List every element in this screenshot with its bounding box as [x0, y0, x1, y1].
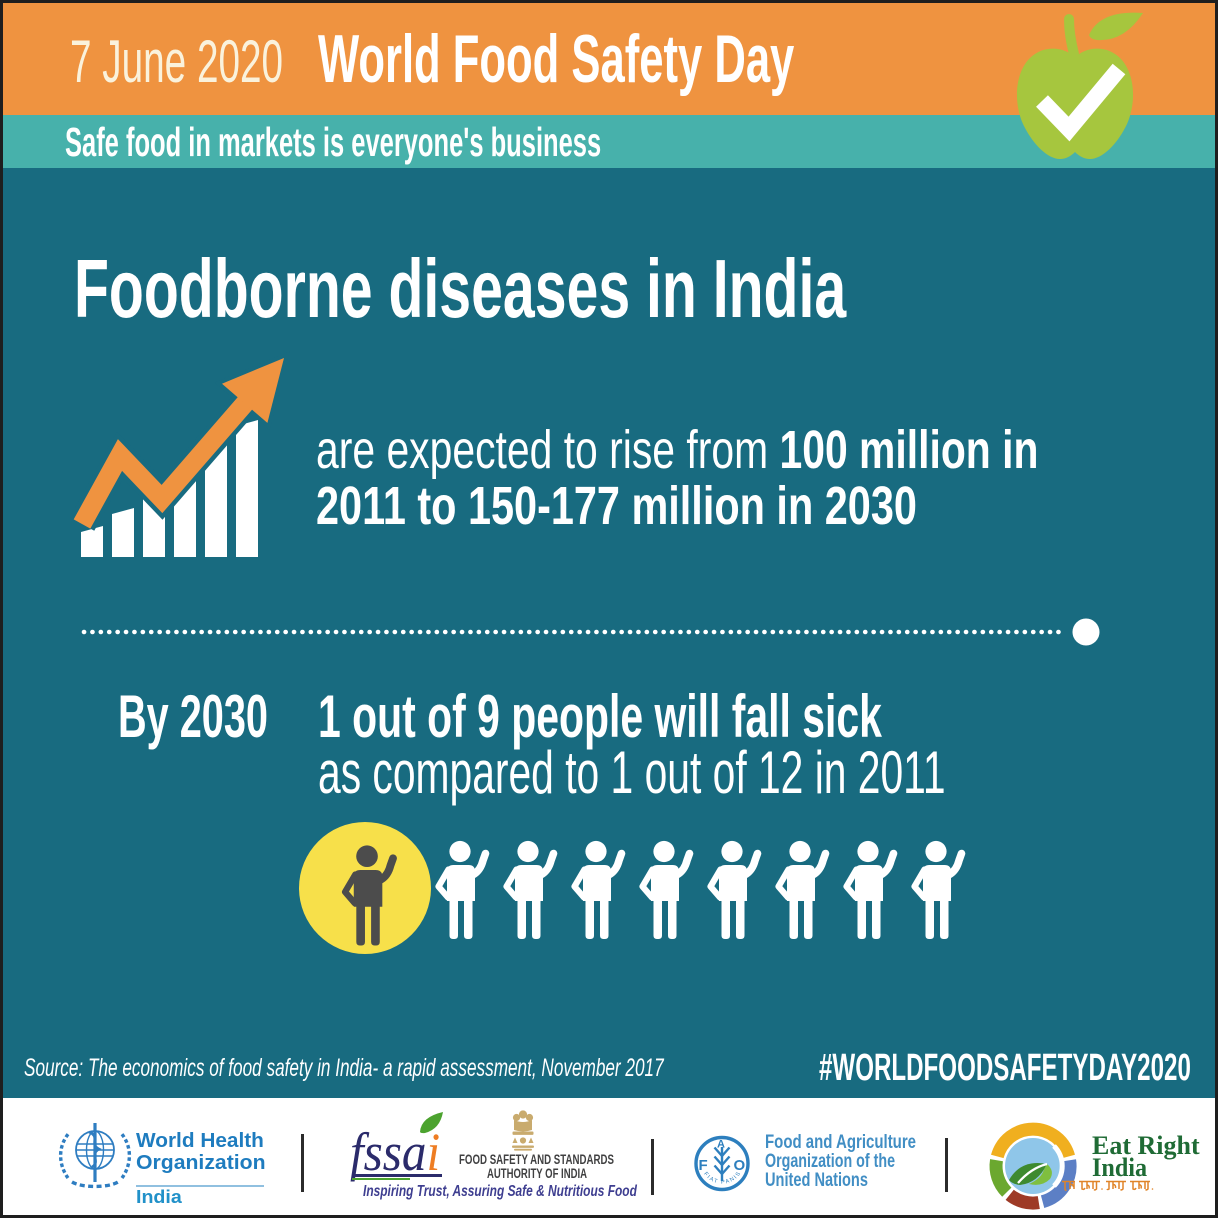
- label-text: By 2030: [118, 683, 268, 750]
- line2-text: Organization of the: [765, 1151, 896, 1172]
- text-line: Organization: [136, 1152, 266, 1174]
- fssai-tagline: Inspiring Trust, Assuring Safe & Nutriti…: [363, 1184, 730, 1200]
- section-heading: Foodborne diseases in India: [74, 247, 1195, 330]
- line2-text: India: [1092, 1153, 1148, 1182]
- campaign-tagline: Safe food in markets is everyone's busin…: [65, 122, 927, 163]
- eat-right-ring-icon: [989, 1122, 1077, 1210]
- bold-line2-text: 2011 to 150-177 million in 2030: [316, 476, 917, 536]
- hashtag-text: #WORLDFOODSAFETYDAY2020: [819, 1047, 1191, 1089]
- line1-text: 1 out of 9 people will fall sick: [318, 683, 882, 750]
- person-icon: [507, 841, 554, 939]
- person-icon: [439, 841, 486, 939]
- text-line: Organization of the: [765, 1152, 956, 1171]
- fao-emblem-icon: F A O FIAT PANIS: [694, 1135, 750, 1192]
- text-line: 2011 to 150-177 million in 2030: [316, 478, 1218, 534]
- caps-line2-text: AUTHORITY OF INDIA: [487, 1166, 588, 1181]
- logotype-i-text: i: [426, 1122, 441, 1182]
- text-line: Eat Right: [1092, 1131, 1200, 1160]
- fssai-leaf-icon: [420, 1112, 443, 1134]
- footer-divider: [945, 1138, 948, 1192]
- projection-statement: 1 out of 9 people will fall sick as comp…: [318, 683, 1218, 806]
- eat-right-hindi-tagline: [1062, 1180, 1154, 1191]
- tagline-text: Inspiring Trust, Assuring Safe & Nutriti…: [363, 1183, 637, 1200]
- eat-right-name: Eat Right India: [1092, 1131, 1200, 1182]
- text-line: World Health: [136, 1130, 264, 1152]
- date-text: 7 June 2020: [70, 28, 284, 95]
- fao-name: Food and Agriculture Organization of the…: [765, 1133, 956, 1190]
- person-icon: [711, 841, 758, 939]
- title-text: World Food Safety Day: [318, 21, 795, 97]
- white-people-group: [439, 841, 962, 939]
- text-line: as compared to 1 out of 12 in 2011: [318, 739, 1218, 806]
- region-text: India: [136, 1187, 182, 1207]
- page-title: World Food Safety Day: [318, 25, 1061, 93]
- who-underline: [136, 1185, 264, 1187]
- footer-divider: [651, 1139, 654, 1195]
- tagline-text: Safe food in markets is everyone's busin…: [65, 119, 602, 165]
- rising-trend-chart-icon: [70, 351, 290, 557]
- person-icon: [779, 841, 826, 939]
- dotted-divider-line: [81, 618, 1100, 646]
- fssai-underline-green: [352, 1178, 410, 1180]
- apple-check-icon: [1016, 12, 1143, 159]
- event-date: 7 June 2020: [70, 32, 400, 92]
- person-icon: [575, 841, 622, 939]
- footer-divider: [301, 1134, 304, 1192]
- line2-text: as compared to 1 out of 12 in 2011: [318, 739, 946, 806]
- people-pictogram: [299, 822, 980, 954]
- who-name: World Health Organization: [136, 1130, 266, 1174]
- o-text: O: [734, 1157, 746, 1174]
- who-region: India: [136, 1188, 182, 1206]
- text-line: are expected to rise from 100 million in: [316, 422, 1218, 478]
- tagline-strip: [0, 115, 1218, 168]
- f-text: F: [699, 1157, 708, 1174]
- line1-text: Food and Agriculture: [765, 1132, 917, 1153]
- logotype-prefix-text: fssa: [350, 1122, 427, 1182]
- who-emblem-icon: [58, 1123, 132, 1189]
- caps-line1-text: FOOD SAFETY AND STANDARDS: [459, 1152, 614, 1167]
- name-line2-text: Organization: [136, 1152, 266, 1174]
- text-line-scaled: 2011 to 150-177 million in 2030: [316, 478, 917, 534]
- header-banner: [0, 0, 1218, 115]
- person-icon: [847, 841, 894, 939]
- text-line: India: [1092, 1153, 1200, 1182]
- heading-text: Foodborne diseases in India: [74, 242, 847, 335]
- text-line-scaled: are expected to rise from 100 million in: [316, 422, 1038, 478]
- text-line: Food and Agriculture: [765, 1133, 956, 1152]
- bold-line1-text: 100 million in: [779, 420, 1039, 480]
- person-icon: [915, 841, 962, 939]
- prefix-text: are expected to rise from: [316, 420, 780, 480]
- source-text: Source: The economics of food safety in …: [24, 1054, 664, 1082]
- ashoka-emblem-icon: [512, 1110, 534, 1151]
- line1-text: Eat Right: [1092, 1131, 1200, 1160]
- rise-statement: are expected to rise from 100 million in…: [316, 422, 1218, 534]
- text-line: 1 out of 9 people will fall sick: [318, 683, 1218, 750]
- source-citation: Source: The economics of food safety in …: [24, 1056, 955, 1081]
- campaign-hashtag: #WORLDFOODSAFETYDAY2020: [819, 1049, 1218, 1087]
- person-icon: [643, 841, 690, 939]
- fssai-underline: [352, 1174, 442, 1177]
- line3-text: United Nations: [765, 1170, 868, 1191]
- name-line1-text: World Health: [136, 1130, 264, 1152]
- a-text: A: [717, 1139, 725, 1151]
- fssai-name-line2: AUTHORITY OF INDIA: [487, 1167, 629, 1181]
- text-line: United Nations: [765, 1171, 956, 1190]
- fssai-logotype: fssai: [350, 1125, 449, 1179]
- fssai-name-line1: FOOD SAFETY AND STANDARDS: [459, 1153, 675, 1167]
- text-line-scaled: fssai: [350, 1125, 440, 1179]
- projection-year-label: By 2030: [118, 687, 345, 747]
